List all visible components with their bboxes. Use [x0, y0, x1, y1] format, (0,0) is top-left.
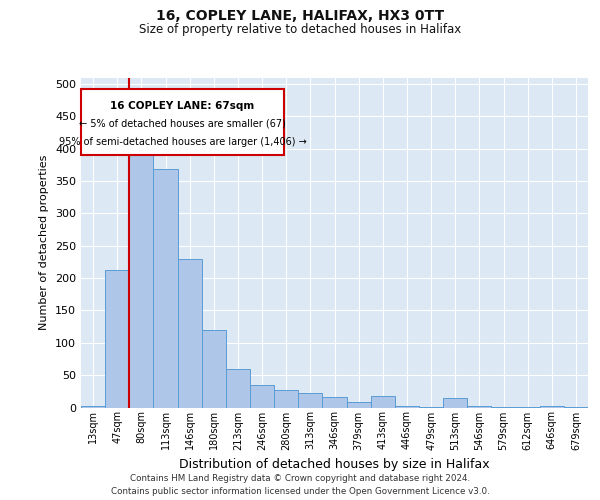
- Text: ← 5% of detached houses are smaller (67): ← 5% of detached houses are smaller (67): [79, 118, 286, 128]
- Text: 16, COPLEY LANE, HALIFAX, HX3 0TT: 16, COPLEY LANE, HALIFAX, HX3 0TT: [156, 9, 444, 23]
- Bar: [540, 406, 564, 407]
- Text: Size of property relative to detached houses in Halifax: Size of property relative to detached ho…: [139, 22, 461, 36]
- Text: 95% of semi-detached houses are larger (1,406) →: 95% of semi-detached houses are larger (…: [59, 137, 306, 147]
- X-axis label: Distribution of detached houses by size in Halifax: Distribution of detached houses by size …: [179, 458, 490, 471]
- Bar: [129, 148, 154, 407]
- Bar: [226, 368, 250, 408]
- Bar: [178, 260, 202, 408]
- Bar: [154, 170, 178, 408]
- Bar: [322, 396, 347, 407]
- Text: Contains public sector information licensed under the Open Government Licence v3: Contains public sector information licen…: [110, 486, 490, 496]
- Bar: [274, 390, 298, 407]
- Bar: [202, 330, 226, 407]
- Bar: [81, 406, 105, 407]
- Y-axis label: Number of detached properties: Number of detached properties: [40, 155, 49, 330]
- Bar: [564, 407, 588, 408]
- Bar: [371, 396, 395, 407]
- Bar: [250, 385, 274, 407]
- Bar: [347, 402, 371, 407]
- Bar: [419, 407, 443, 408]
- Bar: [515, 407, 540, 408]
- Bar: [443, 398, 467, 407]
- Bar: [395, 406, 419, 407]
- Bar: [491, 407, 515, 408]
- Bar: [467, 406, 491, 407]
- Bar: [298, 394, 322, 407]
- Bar: [105, 270, 129, 407]
- Text: 16 COPLEY LANE: 67sqm: 16 COPLEY LANE: 67sqm: [110, 100, 254, 110]
- Text: Contains HM Land Registry data © Crown copyright and database right 2024.: Contains HM Land Registry data © Crown c…: [130, 474, 470, 483]
